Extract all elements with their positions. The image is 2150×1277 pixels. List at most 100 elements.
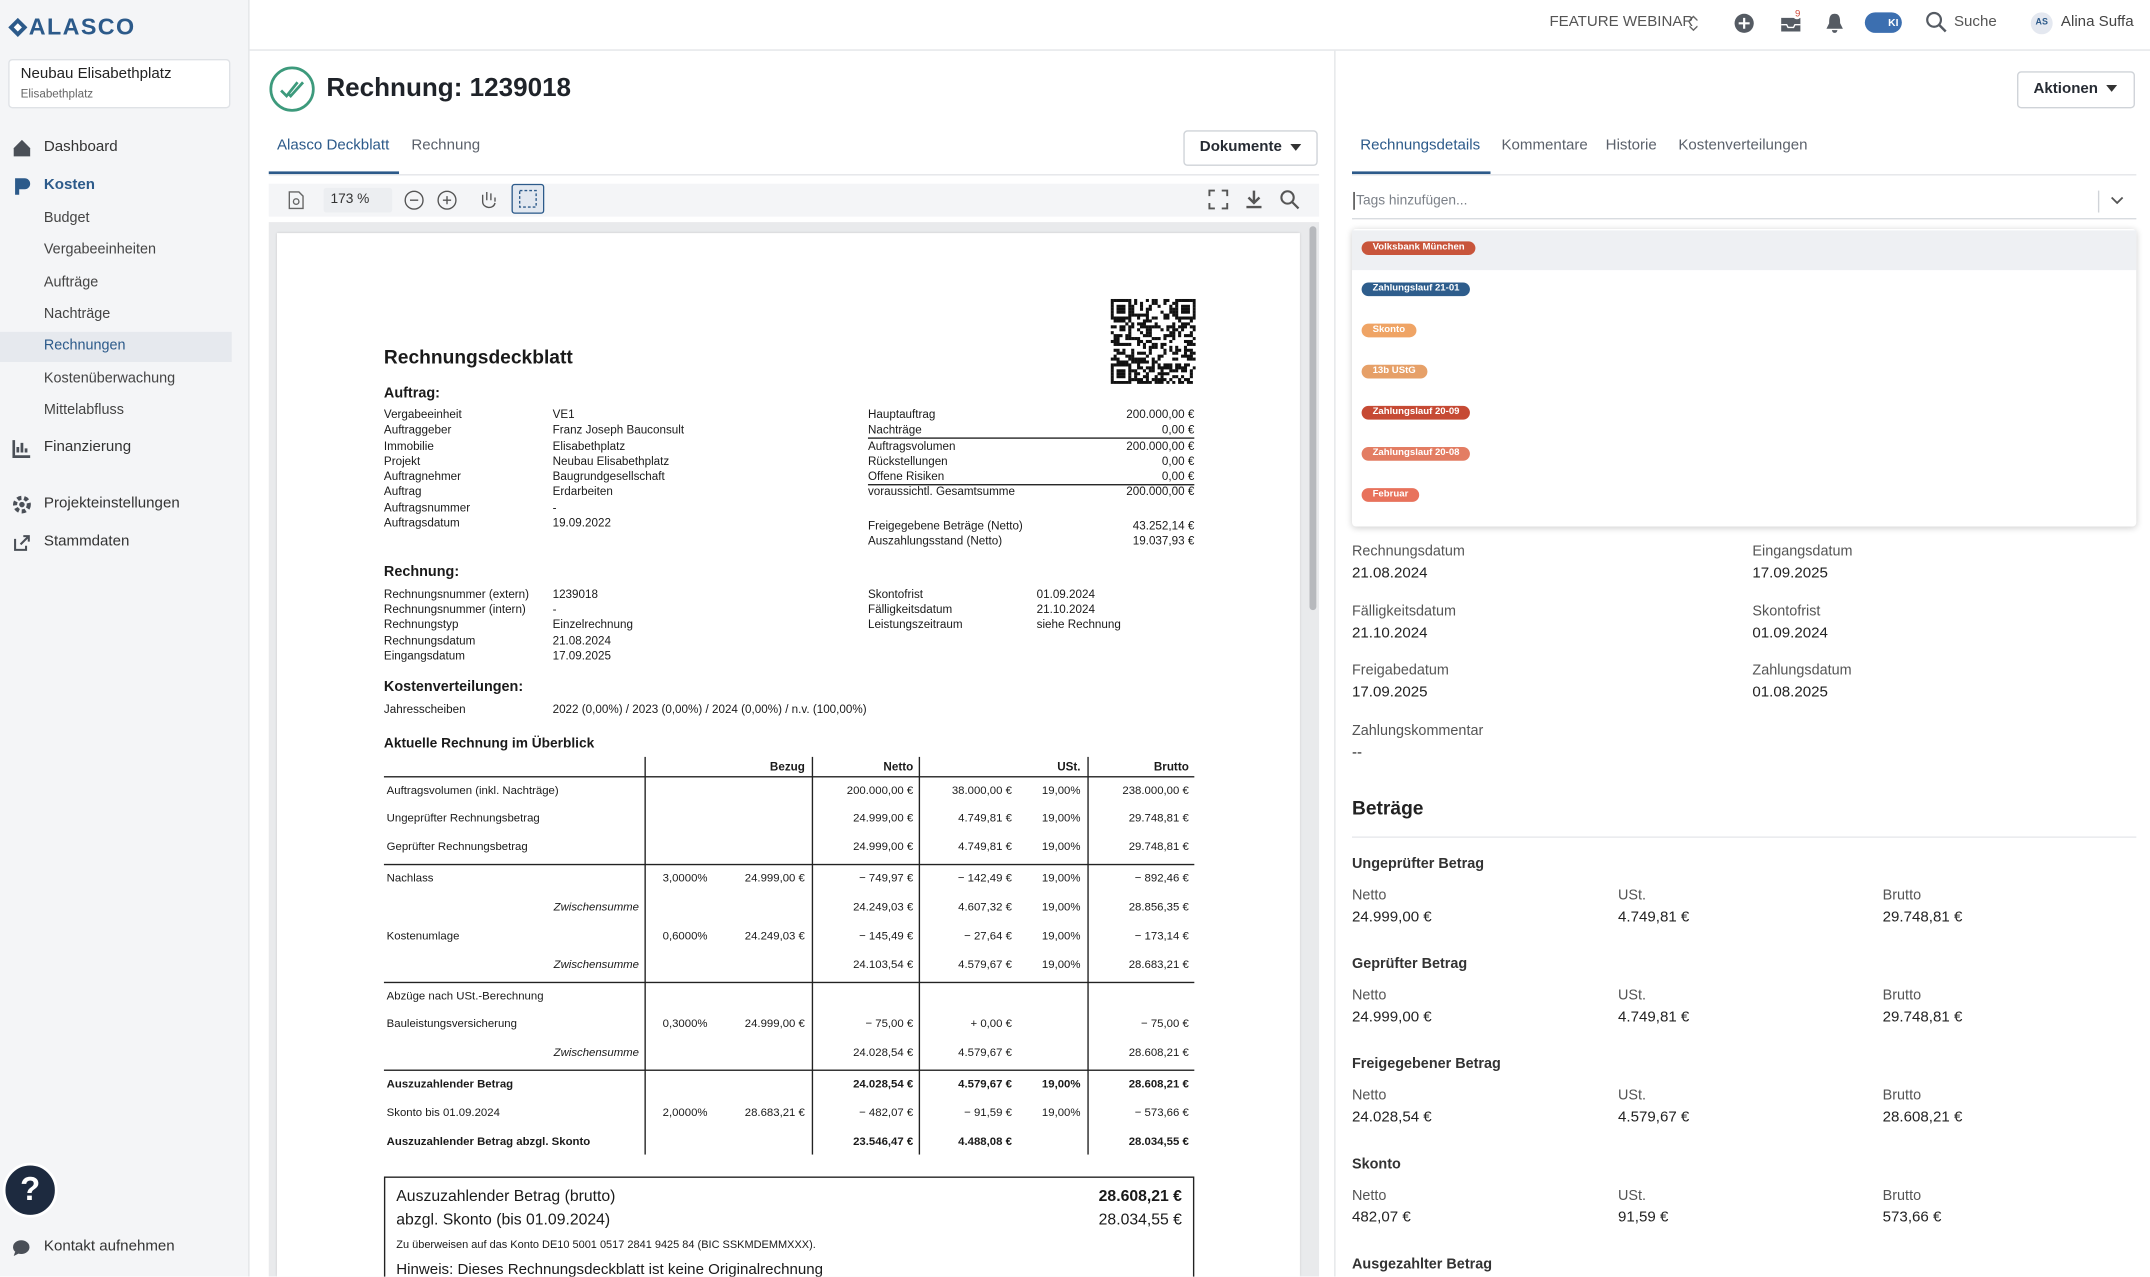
field-label: Freigabedatum [1352, 661, 1449, 679]
table-cell: 19,00% [1041, 928, 1081, 943]
table-cell: 28.683,21 € [744, 1105, 805, 1119]
summary-account: Zu überweisen auf das Konto DE10 5001 05… [396, 1238, 816, 1251]
amount-value: 482,07 € [1352, 1209, 1411, 1227]
field-label: Fälligkeitsdatum [1352, 602, 1457, 620]
avatar[interactable] [2030, 12, 2053, 35]
doc-label: Auftragsvolumen [867, 438, 956, 452]
nav-subitem[interactable]: Aufträge [43, 273, 99, 291]
nav-item[interactable]: Finanzierung [43, 439, 132, 456]
doc-label: Rechnungsnummer (extern) [383, 586, 530, 601]
table-cell: 24.028,54 € [853, 1076, 914, 1091]
contact-icon [13, 1240, 30, 1257]
doc-label: Hauptauftrag [867, 407, 936, 421]
table-cell: 19,00% [1041, 839, 1081, 853]
contact-link[interactable]: Kontakt aufnehmen [43, 1238, 175, 1256]
details-tab[interactable]: Rechnungsdetails [1360, 137, 1481, 155]
table-row-label: Zwischensumme [553, 899, 639, 914]
help-button[interactable] [2, 1162, 58, 1218]
tag-pill[interactable]: 13b UStG [1361, 364, 1427, 379]
ai-badge[interactable]: KI [1888, 16, 1899, 29]
viewer-tab[interactable]: Alasco Deckblatt [276, 137, 390, 155]
nav-subitem[interactable]: Budget [43, 209, 90, 226]
tags-dropdown [1352, 228, 2137, 527]
table-cell: 4.579,67 € [958, 1076, 1012, 1091]
ai-badge-bg[interactable] [1864, 12, 1902, 33]
fullscreen-icon[interactable] [1208, 189, 1229, 210]
document-page [276, 233, 1300, 1277]
page-icon[interactable] [288, 191, 304, 210]
pan-icon[interactable] [477, 189, 499, 211]
tags-placeholder[interactable]: Tags hinzufügen... [1356, 193, 1468, 209]
costs-icon [15, 178, 31, 195]
tag-pill[interactable]: Zahlungslauf 21-01 [1361, 282, 1471, 297]
add-icon[interactable] [1733, 12, 1755, 34]
doc-label: Projekt [383, 453, 421, 468]
search-label[interactable]: Suche [1953, 14, 1997, 31]
switcher-icon[interactable] [1689, 15, 1698, 32]
field-value: 01.08.2025 [1752, 684, 1828, 702]
tags-chevron[interactable] [2110, 196, 2124, 205]
tag-pill[interactable]: Zahlungslauf 20-08 [1361, 447, 1471, 461]
amount-group-title: Skonto [1352, 1155, 1401, 1172]
nav-item[interactable]: Projekteinstellungen [43, 495, 180, 512]
nav-item[interactable]: Dashboard [43, 139, 118, 156]
doc-label: Auftragsnummer [383, 500, 471, 514]
zoom-field[interactable] [323, 187, 393, 213]
actions-label[interactable]: Aktionen [2033, 80, 2099, 98]
search-icon[interactable] [1925, 11, 1947, 33]
doc-value: 19.037,93 € [1132, 533, 1195, 548]
table-col-line [918, 756, 921, 1155]
project-switcher[interactable]: FEATURE WEBINAR [1549, 14, 1694, 31]
nav-subitem[interactable]: Mittelabfluss [43, 401, 124, 419]
select-tool[interactable] [511, 183, 545, 214]
table-cell: − 145,49 € [859, 928, 914, 943]
table-row-label: Nachlass [386, 870, 434, 885]
zoom-value[interactable]: 173 % [330, 191, 370, 208]
details-tabs-border [1352, 174, 2137, 176]
doc-title: Rechnungsdeckblatt [383, 344, 573, 367]
tag-pill[interactable]: Skonto [1361, 323, 1417, 338]
table-cell: − 573,66 € [1134, 1105, 1189, 1119]
doc-search-icon[interactable] [1279, 189, 1300, 210]
doc-value: 200.000,00 € [1126, 438, 1195, 452]
tag-option-active[interactable] [1352, 230, 2137, 271]
nav-subitem[interactable]: Nachträge [43, 305, 111, 323]
table-cell: 24.103,54 € [853, 957, 914, 971]
viewer-tab[interactable]: Rechnung [411, 137, 481, 155]
actions-button[interactable] [2017, 71, 2135, 109]
nav-item[interactable]: Stammdaten [43, 533, 130, 551]
documents-button[interactable] [1183, 130, 1318, 166]
download-icon[interactable] [1244, 189, 1265, 210]
scrollbar[interactable] [1309, 226, 1317, 611]
summary-value: 28.034,55 € [1098, 1212, 1182, 1229]
details-tab[interactable]: Historie [1605, 137, 1657, 155]
table-cell: 24.249,03 € [853, 899, 914, 914]
tag-pill[interactable]: Februar [1361, 488, 1420, 502]
doc-label: Immobilie [383, 438, 434, 452]
documents-label[interactable]: Dokumente [1199, 139, 1282, 156]
tags-input[interactable] [1352, 185, 2137, 220]
tag-pill[interactable]: Volksbank München [1361, 241, 1476, 256]
user-name[interactable]: Alina Suffa [2060, 14, 2134, 31]
doc-value: 200.000,00 € [1126, 484, 1195, 499]
amount-label: Netto [1352, 1187, 1387, 1204]
amount-value: 24.028,54 € [1352, 1109, 1432, 1127]
table-cell: − 892,46 € [1134, 870, 1189, 885]
nav-subitem[interactable]: Vergabeeinheiten [43, 241, 156, 258]
details-tab[interactable]: Kostenverteilungen [1678, 137, 1808, 155]
nav-item[interactable]: Kosten [43, 177, 95, 194]
sidebar [0, 0, 250, 1277]
nav-subitem[interactable]: Rechnungen [43, 337, 126, 355]
doc-label: Jahresscheiben [383, 701, 466, 716]
table-cell: 38.000,00 € [951, 782, 1012, 797]
nav-subitem[interactable]: Kostenüberwachung [43, 369, 176, 387]
help-icon[interactable]: ? [20, 1170, 41, 1208]
zoom-out-icon[interactable] [403, 189, 425, 211]
zoom-in-icon[interactable] [436, 189, 458, 211]
inbox-icon[interactable] [1780, 12, 1802, 33]
details-tab[interactable]: Kommentare [1501, 137, 1588, 155]
tag-pill[interactable]: Zahlungslauf 20-09 [1361, 405, 1471, 420]
doc-label: Freigegebene Beträge (Netto) [867, 518, 1023, 532]
project-selector[interactable] [8, 58, 231, 109]
bell-icon[interactable] [1825, 12, 1844, 34]
